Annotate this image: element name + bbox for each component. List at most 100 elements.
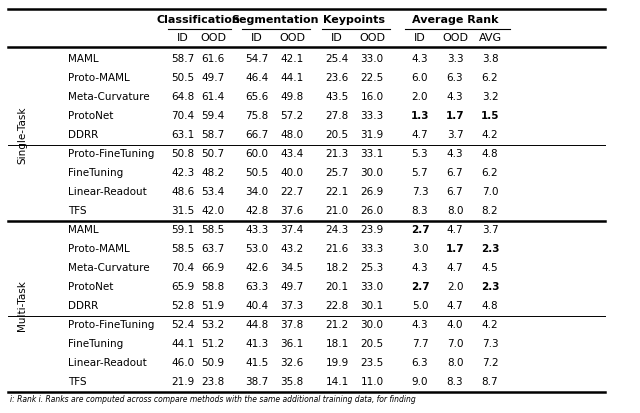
Text: 37.4: 37.4 [280,225,303,235]
Text: 42.8: 42.8 [245,206,269,216]
Text: 22.5: 22.5 [360,73,383,83]
Text: 21.6: 21.6 [325,244,349,254]
Text: TFS: TFS [68,377,86,387]
Text: 40.0: 40.0 [280,168,303,178]
Text: 63.1: 63.1 [172,130,195,140]
Text: 4.3: 4.3 [412,54,428,64]
Text: 6.0: 6.0 [412,73,428,83]
Text: 46.0: 46.0 [172,358,195,368]
Text: 26.0: 26.0 [360,206,383,216]
Text: 8.3: 8.3 [412,206,428,216]
Text: 16.0: 16.0 [360,92,383,102]
Text: 44.8: 44.8 [245,320,269,330]
Text: 48.6: 48.6 [172,187,195,197]
Text: 14.1: 14.1 [325,377,349,387]
Text: 4.8: 4.8 [482,301,499,311]
Text: 58.8: 58.8 [202,282,225,292]
Text: 48.0: 48.0 [280,130,303,140]
Text: 58.5: 58.5 [202,225,225,235]
Text: 41.3: 41.3 [245,339,269,349]
Text: 36.1: 36.1 [280,339,303,349]
Text: 3.7: 3.7 [447,130,463,140]
Text: 20.5: 20.5 [325,130,349,140]
Text: 7.0: 7.0 [482,187,499,197]
Text: 49.8: 49.8 [280,92,303,102]
Text: 19.9: 19.9 [325,358,349,368]
Text: 2.3: 2.3 [481,282,499,292]
Text: 61.4: 61.4 [202,92,225,102]
Text: 22.1: 22.1 [325,187,349,197]
Text: Single-Task: Single-Task [17,106,27,164]
Text: 8.0: 8.0 [447,206,463,216]
Text: 22.8: 22.8 [325,301,349,311]
Text: 43.5: 43.5 [325,92,349,102]
Text: 37.3: 37.3 [280,301,303,311]
Text: Average Rank: Average Rank [412,15,499,25]
Text: 23.9: 23.9 [360,225,383,235]
Text: OOD: OOD [359,33,385,43]
Text: OOD: OOD [200,33,226,43]
Text: ID: ID [251,33,263,43]
Text: DDRR: DDRR [68,130,99,140]
Text: Proto-FineTuning: Proto-FineTuning [68,320,154,330]
Text: 7.7: 7.7 [412,339,428,349]
Text: 3.7: 3.7 [482,225,499,235]
Text: 51.9: 51.9 [202,301,225,311]
Text: 54.7: 54.7 [245,54,269,64]
Text: 21.0: 21.0 [325,206,349,216]
Text: 21.2: 21.2 [325,320,349,330]
Text: 31.5: 31.5 [172,206,195,216]
Text: TFS: TFS [68,206,86,216]
Text: 23.6: 23.6 [325,73,349,83]
Text: ID: ID [177,33,189,43]
Text: 27.8: 27.8 [325,111,349,121]
Text: 7.0: 7.0 [447,339,463,349]
Text: 75.8: 75.8 [245,111,269,121]
Text: 43.2: 43.2 [280,244,303,254]
Text: 4.3: 4.3 [447,149,463,159]
Text: 42.0: 42.0 [202,206,225,216]
Text: 4.2: 4.2 [482,320,499,330]
Text: 4.2: 4.2 [482,130,499,140]
Text: 3.2: 3.2 [482,92,499,102]
Text: 6.2: 6.2 [482,168,499,178]
Text: 1.3: 1.3 [411,111,429,121]
Text: 6.2: 6.2 [482,73,499,83]
Text: 34.0: 34.0 [245,187,269,197]
Text: 4.7: 4.7 [447,301,463,311]
Text: 37.8: 37.8 [280,320,303,330]
Text: 50.5: 50.5 [172,73,195,83]
Text: 58.7: 58.7 [202,130,225,140]
Text: MAML: MAML [68,54,99,64]
Text: ProtoNet: ProtoNet [68,111,113,121]
Text: 38.7: 38.7 [245,377,269,387]
Text: FineTuning: FineTuning [68,339,124,349]
Text: Meta-Curvature: Meta-Curvature [68,92,150,102]
Text: 6.7: 6.7 [447,187,463,197]
Text: 7.3: 7.3 [482,339,499,349]
Text: 70.4: 70.4 [172,263,195,273]
Text: 65.9: 65.9 [172,282,195,292]
Text: Classification: Classification [156,15,240,25]
Text: 11.0: 11.0 [360,377,383,387]
Text: 4.7: 4.7 [412,130,428,140]
Text: 58.7: 58.7 [172,54,195,64]
Text: 4.8: 4.8 [482,149,499,159]
Text: ProtoNet: ProtoNet [68,282,113,292]
Text: 3.0: 3.0 [412,244,428,254]
Text: 1.7: 1.7 [445,111,464,121]
Text: 61.6: 61.6 [202,54,225,64]
Text: ID: ID [414,33,426,43]
Text: 33.3: 33.3 [360,111,383,121]
Text: 42.1: 42.1 [280,54,303,64]
Text: 3.3: 3.3 [447,54,463,64]
Text: 18.2: 18.2 [325,263,349,273]
Text: Keypoints: Keypoints [323,15,385,25]
Text: 8.2: 8.2 [482,206,499,216]
Text: Proto-FineTuning: Proto-FineTuning [68,149,154,159]
Text: 4.3: 4.3 [412,320,428,330]
Text: 53.0: 53.0 [245,244,269,254]
Text: OOD: OOD [442,33,468,43]
Text: 18.1: 18.1 [325,339,349,349]
Text: 57.2: 57.2 [280,111,303,121]
